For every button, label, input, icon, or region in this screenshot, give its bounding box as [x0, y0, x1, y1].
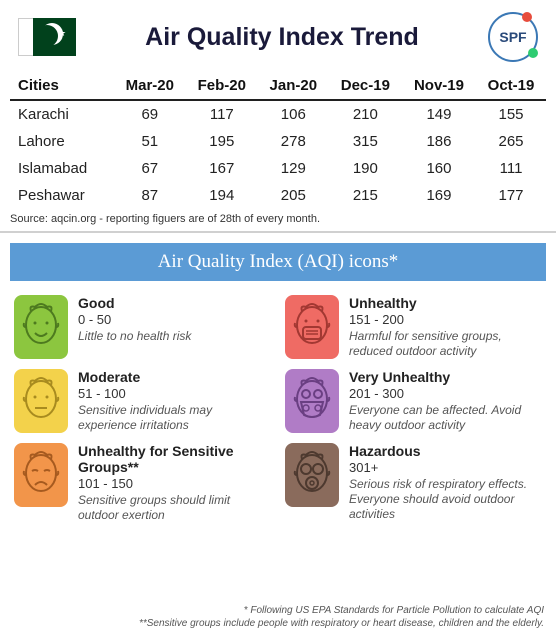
table-col-header: Nov-19 — [402, 72, 476, 100]
table-cell: 265 — [476, 128, 546, 155]
legend-range: 301+ — [349, 460, 542, 475]
table-cell: 51 — [114, 128, 186, 155]
legend-info: Good0 - 50 Little to no health risk — [78, 295, 191, 344]
legend-name: Good — [78, 295, 191, 311]
footnote-2: **Sensitive groups include people with r… — [12, 617, 544, 630]
aqi-face-icon — [14, 443, 68, 507]
table-cell: Karachi — [10, 100, 114, 128]
table-cell: Islamabad — [10, 155, 114, 182]
page-title: Air Quality Index Trend — [92, 23, 472, 52]
table-cell: 155 — [476, 100, 546, 128]
table-cell: 169 — [402, 182, 476, 209]
legend-info: Hazardous301+ Serious risk of respiratory… — [349, 443, 542, 522]
table-cell: 160 — [402, 155, 476, 182]
table-cell: 190 — [329, 155, 402, 182]
table-cell: 194 — [186, 182, 258, 209]
table-col-header: Oct-19 — [476, 72, 546, 100]
legend-desc: Little to no health risk — [78, 329, 191, 344]
table-cell: 106 — [258, 100, 329, 128]
table-cell: 149 — [402, 100, 476, 128]
aqi-table: CitiesMar-20Feb-20Jan-20Dec-19Nov-19Oct-… — [10, 72, 546, 209]
legend-range: 0 - 50 — [78, 312, 191, 327]
legend-desc: Harmful for sensitive groups, reduced ou… — [349, 329, 542, 359]
table-cell: 177 — [476, 182, 546, 209]
aqi-face-icon — [285, 443, 339, 507]
legend-name: Very Unhealthy — [349, 369, 542, 385]
legend-item: Unhealthy151 - 200 Harmful for sensitive … — [285, 295, 542, 359]
table-header-row: CitiesMar-20Feb-20Jan-20Dec-19Nov-19Oct-… — [10, 72, 546, 100]
table-cell: 210 — [329, 100, 402, 128]
table-cell: 129 — [258, 155, 329, 182]
legend-name: Moderate — [78, 369, 271, 385]
table-cell: 315 — [329, 128, 402, 155]
table-cell: 67 — [114, 155, 186, 182]
table-cell: 117 — [186, 100, 258, 128]
legend-range: 201 - 300 — [349, 386, 542, 401]
table-col-header: Mar-20 — [114, 72, 186, 100]
legend-info: Moderate51 - 100 Sensitive individuals ma… — [78, 369, 271, 433]
aqi-face-icon — [14, 295, 68, 359]
legend-name: Hazardous — [349, 443, 542, 459]
legend-range: 151 - 200 — [349, 312, 542, 327]
legend-info: Very Unhealthy201 - 300 Everyone can be a… — [349, 369, 542, 433]
header: ★ Air Quality Index Trend SPF — [0, 0, 556, 68]
footnote-1: * Following US EPA Standards for Particl… — [12, 604, 544, 617]
table-row: Lahore51195278315186265 — [10, 128, 546, 155]
aqi-face-icon — [14, 369, 68, 433]
legend-desc: Sensitive individuals may experience irr… — [78, 403, 271, 433]
spf-logo-icon: SPF — [488, 12, 538, 62]
legend-grid: Good0 - 50 Little to no health risk Unhea… — [0, 289, 556, 527]
legend-range: 51 - 100 — [78, 386, 271, 401]
table-cell: 167 — [186, 155, 258, 182]
legend-item: Good0 - 50 Little to no health risk — [14, 295, 271, 359]
legend-info: Unhealthy for Sensitive Groups**101 - 15… — [78, 443, 271, 523]
table-cell: 111 — [476, 155, 546, 182]
legend-desc: Sensitive groups should limit outdoor ex… — [78, 493, 271, 523]
table-cell: 278 — [258, 128, 329, 155]
legend-name: Unhealthy for Sensitive Groups** — [78, 443, 271, 475]
legend-name: Unhealthy — [349, 295, 542, 311]
source-note: Source: aqcin.org - reporting figuers ar… — [0, 209, 556, 233]
aqi-face-icon — [285, 295, 339, 359]
table-col-header: Dec-19 — [329, 72, 402, 100]
table-cell: 195 — [186, 128, 258, 155]
legend-info: Unhealthy151 - 200 Harmful for sensitive … — [349, 295, 542, 359]
legend-banner: Air Quality Index (AQI) icons* — [10, 243, 546, 281]
table-row: Peshawar87194205215169177 — [10, 182, 546, 209]
table-cell: 69 — [114, 100, 186, 128]
table-cell: 215 — [329, 182, 402, 209]
legend-item: Very Unhealthy201 - 300 Everyone can be a… — [285, 369, 542, 433]
table-cell: Lahore — [10, 128, 114, 155]
table-cell: 205 — [258, 182, 329, 209]
legend-range: 101 - 150 — [78, 476, 271, 491]
pakistan-flag-icon: ★ — [18, 18, 76, 56]
legend-item: Hazardous301+ Serious risk of respiratory… — [285, 443, 542, 523]
table-row: Karachi69117106210149155 — [10, 100, 546, 128]
table-cell: 87 — [114, 182, 186, 209]
aqi-face-icon — [285, 369, 339, 433]
legend-desc: Everyone can be affected. Avoid heavy ou… — [349, 403, 542, 433]
footnotes: * Following US EPA Standards for Particl… — [12, 604, 544, 630]
legend-desc: Serious risk of respiratory effects. Eve… — [349, 477, 542, 522]
table-cell: Peshawar — [10, 182, 114, 209]
legend-item: Unhealthy for Sensitive Groups**101 - 15… — [14, 443, 271, 523]
legend-item: Moderate51 - 100 Sensitive individuals ma… — [14, 369, 271, 433]
table-cell: 186 — [402, 128, 476, 155]
table-col-header: Jan-20 — [258, 72, 329, 100]
table-row: Islamabad67167129190160111 — [10, 155, 546, 182]
table-col-header: Feb-20 — [186, 72, 258, 100]
table-col-header: Cities — [10, 72, 114, 100]
